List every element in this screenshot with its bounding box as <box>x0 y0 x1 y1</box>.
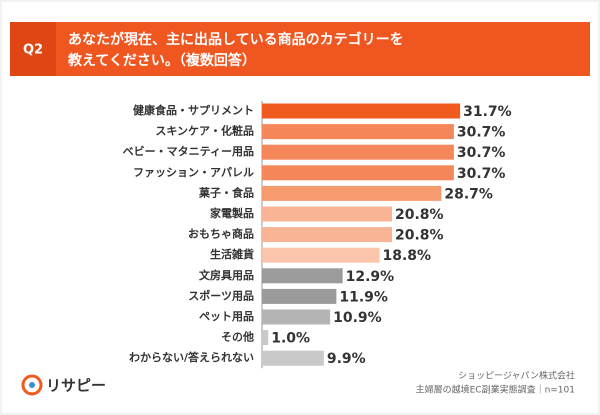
value-label: 30.7% <box>457 145 506 161</box>
category-label: 文房具用品 <box>199 268 254 282</box>
source: 主婦層の越境EC副業実態調査｜n=101 <box>416 384 575 396</box>
logo-icon <box>21 374 43 396</box>
value-label: 28.7% <box>444 186 493 202</box>
category-label: スポーツ用品 <box>188 288 254 302</box>
category-label: 健康食品・サプリメント <box>133 103 254 117</box>
value-label: 30.7% <box>457 166 506 182</box>
bar <box>262 144 454 160</box>
value-label: 1.0% <box>271 331 310 347</box>
category-label: ファッション・アパレル <box>133 166 254 179</box>
value-label: 11.9% <box>339 289 388 305</box>
bar <box>262 124 454 140</box>
value-label: 10.9% <box>333 310 382 326</box>
category-label: 家電製品 <box>210 206 254 220</box>
bar <box>262 103 461 119</box>
bar <box>262 350 324 366</box>
source: ショッピージャパン株式会社 <box>458 370 575 382</box>
category-label: ペット用品 <box>199 310 254 323</box>
bar <box>262 165 454 181</box>
bar <box>262 309 331 325</box>
value-label: 20.8% <box>395 207 444 223</box>
logo-icon <box>29 382 35 388</box>
bar <box>262 247 380 263</box>
category-label: ベビー・マタニティー用品 <box>123 144 254 158</box>
question: Q2 <box>23 43 43 58</box>
title-line: あなたが現在、主に出品している商品のカテゴリーを <box>68 31 404 48</box>
value-label: 18.8% <box>383 248 432 264</box>
bar <box>262 330 269 346</box>
value-label: 9.9% <box>327 351 366 367</box>
bar <box>262 288 337 304</box>
bar <box>262 185 442 201</box>
bar <box>262 206 392 222</box>
category-label: 菓子・食品 <box>198 185 254 199</box>
category-label: 生活雑貨 <box>210 247 254 261</box>
category-label: わからない/答えられない <box>129 350 254 364</box>
header <box>10 22 590 76</box>
question-box <box>10 22 56 76</box>
bar <box>262 227 392 243</box>
category-label: おもちゃ商品 <box>188 227 254 241</box>
bar <box>262 268 343 284</box>
title-line: 教えてください。（複数回答） <box>68 52 256 69</box>
value-label: 30.7% <box>457 125 506 141</box>
value-label: 20.8% <box>395 228 444 244</box>
category-label: その他 <box>221 330 254 344</box>
value-label: 31.7% <box>463 104 512 120</box>
logo: リサピー <box>46 377 106 395</box>
category-label: スキンケア・化粧品 <box>155 124 254 138</box>
value-label: 12.9% <box>346 269 395 285</box>
